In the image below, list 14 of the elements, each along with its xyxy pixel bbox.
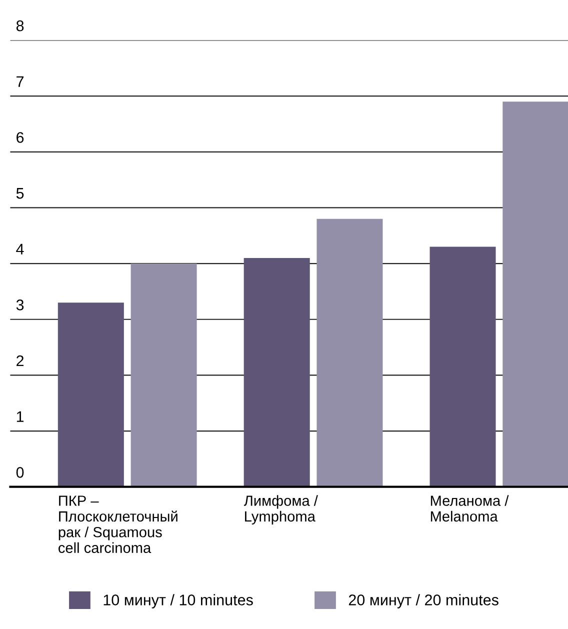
x-tick-label: ПКР – Плоскоклеточный рак / Squamous cell carcinoma	[58, 496, 178, 554]
y-tick-label: 7	[16, 76, 24, 87]
y-tick-label: 0	[16, 467, 24, 478]
y-tick-label: 2	[16, 355, 24, 366]
y-tick-label: 6	[16, 132, 24, 143]
y-tick-label: 4	[16, 244, 24, 254]
y-tick-label: 8	[16, 20, 24, 32]
legend-label: 10 минут / 10 minutes	[104, 594, 253, 608]
y-tick-label: 1	[16, 411, 24, 422]
y-tick-label: 3	[16, 300, 24, 310]
y-tick-label: 5	[16, 188, 24, 199]
x-tick-label: Меланома / Melanoma	[430, 495, 509, 522]
legend-label: 20 минут / 20 minutes	[348, 594, 498, 608]
x-tick-label: Лимфома / Lymphoma	[244, 495, 318, 524]
